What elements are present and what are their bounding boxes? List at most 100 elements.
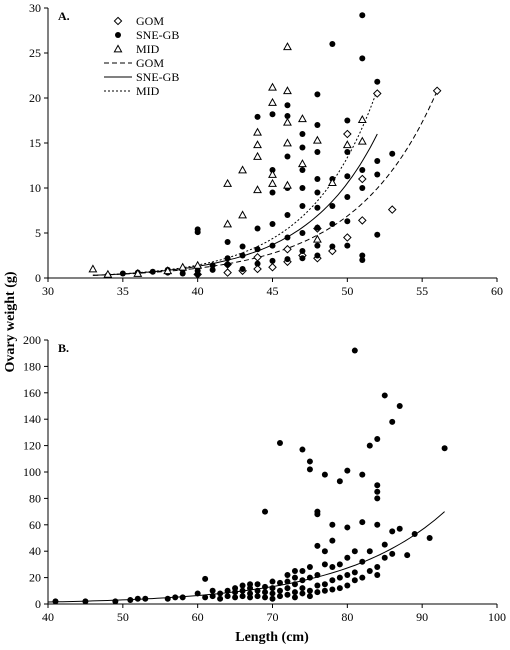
data-point-sne-gb <box>224 255 231 262</box>
y-tick-label: 60 <box>29 518 41 532</box>
data-point-all <box>142 595 149 602</box>
data-point-all <box>269 585 276 592</box>
legend-fit-label-mid: MID <box>136 84 160 98</box>
data-point-all <box>291 574 298 581</box>
data-point-sne-gb <box>314 224 321 231</box>
data-point-gom <box>268 262 277 272</box>
data-point-all <box>217 590 224 597</box>
panel-label: B. <box>58 341 69 355</box>
data-point-all <box>381 392 388 399</box>
data-point-gom <box>343 129 352 139</box>
x-tick-label: 40 <box>42 610 54 624</box>
data-point-all <box>329 521 336 528</box>
data-point-sne-gb <box>254 260 261 267</box>
data-point-sne-gb <box>329 203 336 209</box>
y-tick-label: 120 <box>23 439 41 453</box>
data-point-all <box>276 579 283 586</box>
y-tick-label: 40 <box>29 544 41 558</box>
data-point-all <box>306 587 313 594</box>
data-point-mid <box>223 178 233 187</box>
data-point-all <box>179 594 186 601</box>
data-point-all <box>329 586 336 593</box>
data-point-all <box>314 582 321 589</box>
data-point-all <box>329 577 336 584</box>
data-point-all <box>351 577 358 584</box>
data-point-all <box>336 574 343 581</box>
data-point-all <box>306 466 313 473</box>
data-point-all <box>254 593 261 600</box>
data-point-sne-gb <box>344 149 351 155</box>
data-point-all <box>374 495 381 502</box>
y-tick-label: 20 <box>29 571 41 585</box>
data-point-all <box>82 598 89 605</box>
data-point-sne-gb <box>284 102 291 109</box>
data-point-all <box>239 582 246 589</box>
data-point-all <box>426 535 433 541</box>
x-tick-label: 80 <box>341 610 353 624</box>
data-point-sne-gb <box>314 189 321 196</box>
data-point-all <box>224 593 231 600</box>
data-point-sne-gb <box>359 12 366 19</box>
data-point-sne-gb <box>284 113 291 119</box>
data-point-all <box>209 587 216 594</box>
data-point-all <box>359 519 366 526</box>
data-point-gom <box>372 89 382 98</box>
data-point-all <box>351 569 358 576</box>
data-point-mid <box>193 260 203 269</box>
data-point-sne-gb <box>329 41 336 47</box>
data-point-all <box>299 577 306 584</box>
data-point-all <box>276 587 283 594</box>
data-point-mid <box>238 210 248 219</box>
data-point-sne-gb <box>269 189 276 196</box>
data-point-mid <box>268 97 277 106</box>
y-tick-label: 180 <box>23 359 41 373</box>
data-point-all <box>366 568 373 574</box>
data-point-mid <box>88 264 98 273</box>
data-point-all <box>359 558 366 565</box>
x-tick-label: 35 <box>117 284 129 298</box>
data-point-sne-gb <box>299 185 306 191</box>
data-point-sne-gb <box>329 221 336 227</box>
data-point-sne-gb <box>299 203 306 209</box>
data-point-all <box>247 581 254 588</box>
data-point-all <box>299 590 306 597</box>
data-point-sne-gb <box>314 122 321 128</box>
data-point-mid <box>268 82 277 91</box>
legend-label-mid: MID <box>136 42 160 56</box>
data-point-mid <box>312 135 322 144</box>
data-point-gom <box>357 174 367 184</box>
data-point-all <box>344 582 351 589</box>
data-point-all <box>389 528 396 535</box>
data-point-all <box>366 548 373 555</box>
data-point-all <box>351 347 358 354</box>
data-point-all <box>276 439 283 446</box>
data-point-sne-gb <box>284 256 291 263</box>
data-point-all <box>239 593 246 600</box>
data-point-mid <box>283 42 292 51</box>
data-point-mid <box>253 151 262 160</box>
data-point-all <box>262 583 269 590</box>
data-point-all <box>389 418 396 425</box>
data-point-all <box>232 594 239 601</box>
legend-marker-sne-gb <box>115 32 121 38</box>
data-point-all <box>389 550 396 557</box>
x-tick-label: 60 <box>192 610 204 624</box>
data-point-all <box>321 581 328 588</box>
data-point-all <box>374 482 381 489</box>
data-point-mid <box>297 114 307 123</box>
data-point-all <box>336 561 343 568</box>
data-point-all <box>441 445 448 452</box>
data-point-sne-gb <box>359 185 366 191</box>
data-point-gom <box>283 244 292 254</box>
data-point-all <box>306 574 313 581</box>
data-point-all <box>254 587 261 594</box>
data-point-all <box>306 458 313 465</box>
x-tick-label: 50 <box>117 610 129 624</box>
data-point-all <box>366 442 373 449</box>
data-point-gom <box>253 264 262 274</box>
data-point-all <box>374 571 381 578</box>
data-point-mid <box>283 138 292 147</box>
data-point-all <box>224 587 231 594</box>
legend-marker-gom <box>113 16 123 26</box>
